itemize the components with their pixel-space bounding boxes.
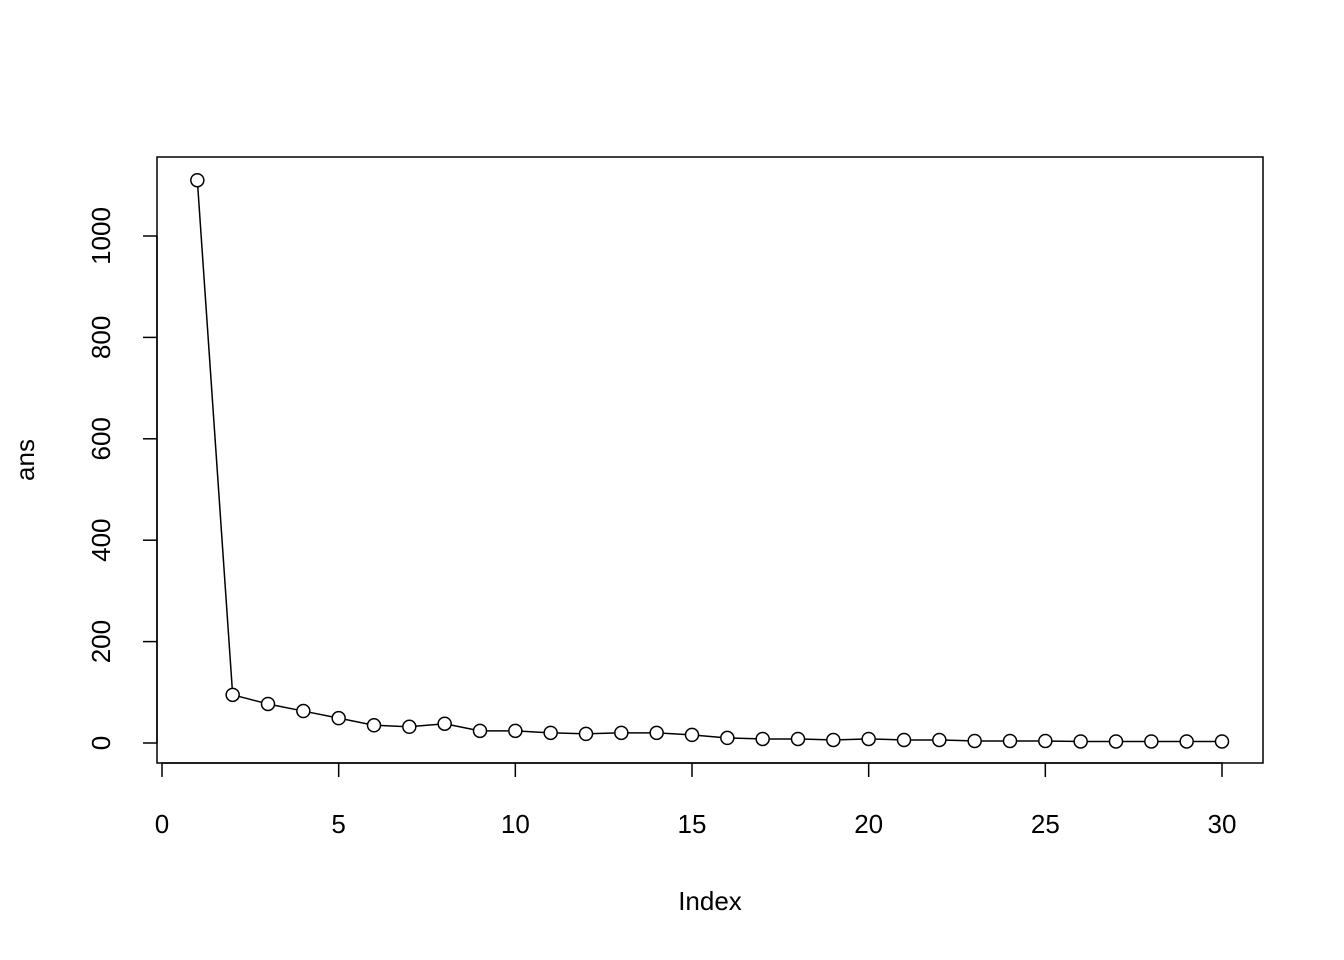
line-segment: [946, 739, 968, 742]
data-point: [826, 732, 841, 748]
data-point: [402, 719, 417, 735]
data-point: [366, 718, 382, 733]
y-tick-label: 800: [86, 316, 116, 359]
data-point: [260, 696, 276, 712]
data-point: [790, 731, 806, 747]
data-point: [190, 172, 205, 188]
data-point: [1214, 734, 1230, 749]
data-point: [437, 716, 452, 731]
line-segment: [416, 723, 438, 727]
data-point: [472, 723, 488, 739]
line-segment: [451, 724, 474, 731]
data-point: [331, 710, 346, 726]
x-axis-label: Index: [678, 886, 742, 916]
line-segment: [592, 732, 615, 735]
data-point: [543, 725, 558, 741]
y-tick-label: 0: [86, 736, 116, 750]
line-segment: [274, 704, 297, 711]
y-axis-label: ans: [10, 439, 40, 481]
data-point: [1038, 733, 1053, 749]
x-axis: 0 5 10 15 20 25 30: [155, 762, 1237, 839]
data-point: [1002, 733, 1018, 749]
data-point: [861, 731, 876, 747]
line-segment: [804, 738, 827, 741]
x-tick-label: 10: [501, 809, 530, 839]
line-segment: [522, 730, 544, 734]
x-tick-label: 15: [678, 809, 707, 839]
data-point: [896, 732, 912, 748]
line-segment: [197, 187, 233, 688]
line-segment: [734, 737, 756, 740]
line-segment: [380, 724, 403, 728]
data-point: [614, 725, 629, 741]
data-point: [1073, 734, 1088, 749]
data-point: [932, 732, 947, 748]
y-tick-label: 400: [86, 519, 116, 562]
x-tick-label: 0: [155, 809, 169, 839]
data-point: [296, 703, 311, 719]
x-tick-label: 5: [331, 809, 345, 839]
y-tick-label: 200: [86, 620, 116, 663]
line-segment: [239, 695, 262, 703]
data-point: [1179, 734, 1194, 749]
x-tick-label: 30: [1208, 809, 1237, 839]
data-point: [684, 727, 700, 743]
y-axis: 0 200 400 600 800 1000: [86, 207, 158, 750]
y-tick-label: 1000: [86, 207, 116, 265]
line-segment: [698, 734, 721, 739]
data-point: [508, 723, 523, 739]
line-segment: [875, 738, 898, 741]
data-point: [720, 730, 735, 746]
y-tick-label: 600: [86, 417, 116, 460]
line-segment: [345, 718, 368, 725]
data-point: [1108, 734, 1124, 749]
data-point: [649, 725, 664, 741]
line-segment: [557, 732, 580, 735]
x-tick-label: 20: [854, 809, 883, 839]
line-segment: [840, 738, 862, 741]
data-point: [578, 726, 594, 742]
line-segment: [310, 711, 332, 718]
x-tick-label: 25: [1031, 809, 1060, 839]
data-point: [225, 687, 240, 703]
data-point: [967, 733, 982, 749]
data-point: [1144, 734, 1159, 749]
series: [190, 172, 1230, 749]
line-segment: [663, 732, 686, 736]
data-point: [755, 731, 770, 747]
plot-frame: [156, 156, 1264, 764]
